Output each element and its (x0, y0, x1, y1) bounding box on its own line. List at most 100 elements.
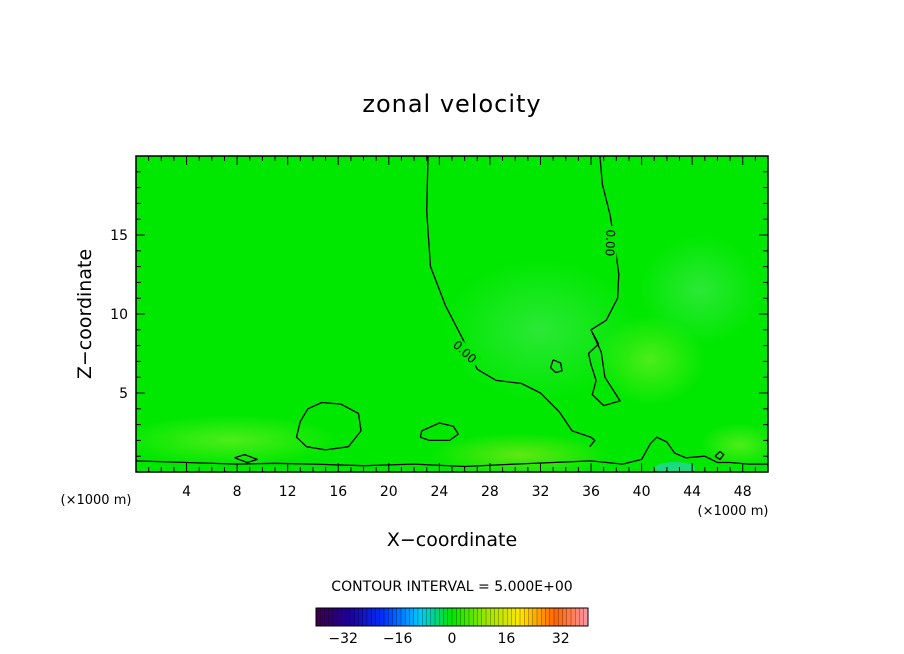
colorbar-tick-label: 32 (552, 631, 570, 647)
colorbar-cell (401, 608, 406, 626)
colorbar-cell (443, 608, 449, 626)
colorbar-cell (328, 608, 334, 626)
x-axis-label: X−coordinate (387, 529, 517, 551)
colorbar-cell (447, 608, 453, 626)
colorbar-cell (481, 608, 487, 626)
colorbar-cell (371, 608, 376, 626)
colorbar-cell (367, 608, 372, 626)
field-shade-bottom-right (700, 423, 768, 467)
contour-line (549, 359, 563, 374)
y-tick-label: 15 (110, 228, 128, 244)
colorbar-cell (333, 608, 338, 626)
colorbar-cell (316, 608, 321, 626)
colorbar-cell (537, 608, 542, 626)
colorbar-cell (554, 608, 559, 626)
colorbar-tick-label: 16 (497, 631, 515, 647)
colorbar-cell (520, 608, 525, 626)
colorbar-cell (396, 608, 402, 626)
x-tick-label: 4 (182, 484, 191, 500)
colorbar-cell (413, 608, 419, 626)
colorbar-cell (515, 608, 521, 626)
colorbar-cell (490, 608, 495, 626)
colorbar-cell (524, 608, 529, 626)
contour-line (622, 436, 768, 465)
contour-interval-label: CONTOUR INTERVAL = 5.000E+00 (331, 579, 572, 595)
colorbar-cell (549, 608, 555, 626)
x-tick-label: 32 (532, 484, 550, 500)
colorbar-cell (579, 608, 585, 626)
colorbar-tick-labels: −32 −16 0 16 32 (328, 631, 569, 647)
colorbar-cell (583, 608, 589, 626)
colorbar-cell (571, 608, 576, 626)
colorbar-cell (494, 608, 500, 626)
colorbar-cell (418, 608, 423, 626)
x-tick-label: 40 (633, 484, 651, 500)
field-shade-center (445, 260, 635, 400)
colorbar-cell (498, 608, 504, 626)
contour-line (714, 450, 725, 461)
colorbar-frame (315, 607, 589, 627)
chart-title: zonal velocity (362, 90, 541, 118)
colorbar-cell (503, 608, 508, 626)
colorbar-cell (477, 608, 483, 626)
colorbar-cell (384, 608, 389, 626)
contour-label-backdrop (447, 335, 482, 369)
colorbar-cell (354, 608, 359, 626)
colorbar-cell (528, 608, 534, 626)
velocity-field (136, 156, 768, 472)
colorbar-cell (422, 608, 427, 626)
x-tick-label: 8 (233, 484, 242, 500)
colorbar-cell (362, 608, 368, 626)
y-axis-label: Z−coordinate (74, 249, 96, 379)
colorbar-cell (337, 608, 342, 626)
field-shade-bottom-center (430, 433, 610, 472)
field-shade-bottom-left (136, 415, 340, 465)
colorbar-cell (532, 608, 538, 626)
colorbar-cell (558, 608, 563, 626)
colorbar-cell (379, 608, 385, 626)
colorbar-cell (566, 608, 572, 626)
y-axis-ticks: 5 10 15 (110, 171, 768, 457)
colorbar (315, 607, 589, 627)
x-tick-label: 28 (481, 484, 499, 500)
colorbar-cell (473, 608, 478, 626)
x-tick-label: 44 (683, 484, 701, 500)
x-tick-label: 24 (430, 484, 448, 500)
colorbar-cell (575, 608, 580, 626)
colorbar-cell (439, 608, 444, 626)
colorbar-cell (469, 608, 474, 626)
colorbar-cell (541, 608, 546, 626)
colorbar-tick-label: −32 (328, 631, 358, 647)
contour-label: 0.00 (603, 229, 618, 256)
colorbar-cell (341, 608, 347, 626)
colorbar-cell (430, 608, 436, 626)
colorbar-cell (350, 608, 355, 626)
colorbar-cell (456, 608, 461, 626)
colorbar-cell (324, 608, 330, 626)
colorbar-cell (409, 608, 415, 626)
colorbar-cell (375, 608, 381, 626)
contour-line (419, 422, 459, 442)
colorbar-cell (388, 608, 393, 626)
x-tick-label: 48 (734, 484, 752, 500)
y-tick-label: 5 (119, 386, 128, 402)
colorbar-tick-label: 0 (448, 631, 457, 647)
colorbar-tick-label: −16 (383, 631, 413, 647)
x-tick-label: 20 (380, 484, 398, 500)
x-tick-label: 16 (329, 484, 347, 500)
contour-line (295, 401, 362, 451)
colorbar-cell (511, 608, 517, 626)
colorbar-cell (562, 608, 568, 626)
x-unit-label-right: (×1000 m) (698, 504, 769, 519)
contour-lines (136, 156, 768, 468)
colorbar-cell (426, 608, 432, 626)
field-shade-upper-right (640, 235, 760, 345)
y-tick-label: 10 (110, 307, 128, 323)
colorbar-cell (405, 608, 410, 626)
colorbar-cell (460, 608, 466, 626)
colorbar-cell (320, 608, 325, 626)
colorbar-cell (507, 608, 512, 626)
x-axis-ticks: 4 8 12 16 20 24 28 32 36 40 44 48 (148, 156, 756, 500)
contour-line (234, 453, 258, 464)
